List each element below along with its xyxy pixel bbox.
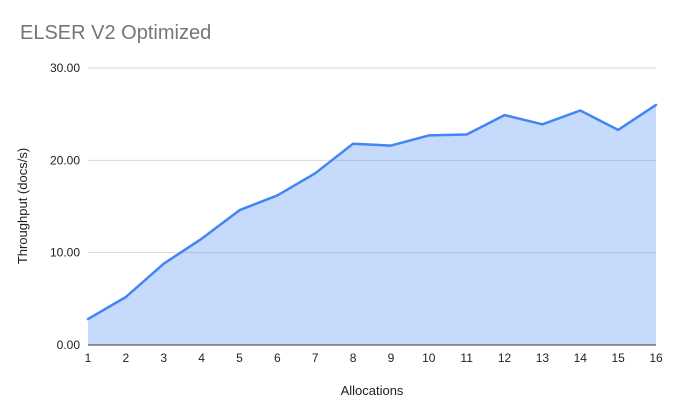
area-fill [88,104,656,346]
x-tick-label: 16 [649,351,663,365]
y-tick-label: 30.00 [50,61,80,75]
x-tick-label: 14 [574,351,588,365]
y-tick-label: 0.00 [57,338,81,352]
y-tick-label: 10.00 [50,246,80,260]
x-tick-label: 8 [350,351,357,365]
x-tick-label: 13 [536,351,550,365]
y-tick-label: 20.00 [50,153,80,167]
x-tick-label: 3 [160,351,167,365]
x-axis-title: Allocations [341,383,404,398]
x-tick-label: 9 [388,351,395,365]
x-tick-label: 6 [274,351,281,365]
x-tick-label: 2 [123,351,130,365]
x-tick-label: 10 [422,351,436,365]
x-tick-label: 1 [85,351,92,365]
x-tick-label: 12 [498,351,512,365]
y-axis-title: Throughput (docs/s) [15,148,30,264]
chart-title: ELSER V2 Optimized [20,22,212,44]
series-line [86,103,658,321]
x-tick-label: 4 [198,351,205,365]
x-tick-label: 15 [611,351,625,365]
x-tick-label: 5 [236,351,243,365]
x-tick-label: 11 [460,351,473,365]
x-tick-label: 7 [312,351,319,365]
